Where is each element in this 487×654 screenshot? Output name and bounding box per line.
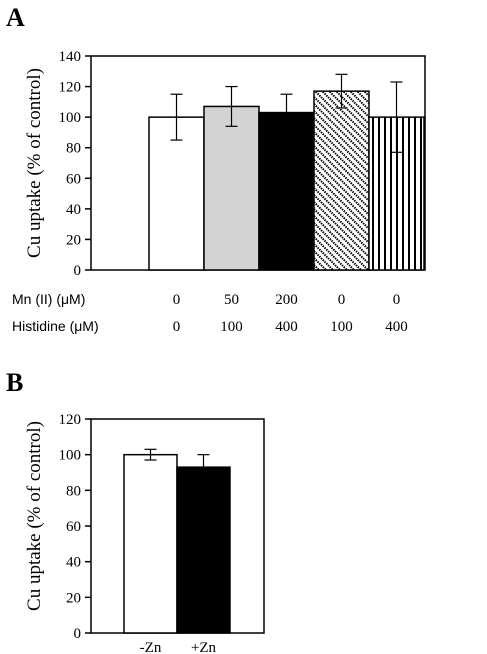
x-tick-label: +Zn bbox=[191, 640, 217, 654]
y-tick-label: 120 bbox=[59, 80, 82, 96]
table-cell: 400 bbox=[275, 319, 298, 335]
x-tick-label: -Zn bbox=[140, 640, 162, 654]
table-cell: 0 bbox=[393, 292, 401, 308]
y-ticks-a: 0 20 40 60 80 100 120 140 bbox=[59, 49, 91, 279]
table-values: 0 50 200 0 0 0 100 400 100 400 bbox=[173, 292, 408, 335]
y-tick-label: 140 bbox=[59, 49, 82, 65]
y-tick-label: 20 bbox=[66, 590, 81, 606]
y-tick-label: 100 bbox=[59, 110, 82, 126]
y-tick-label: 80 bbox=[66, 141, 81, 157]
bar bbox=[313, 90, 370, 271]
bar bbox=[176, 466, 231, 634]
y-tick-label: 0 bbox=[74, 626, 82, 642]
condition-table: Mn (II) (μM) Histidine (μM) 0 50 200 0 0 0 100… bbox=[12, 291, 408, 335]
table-cell: 0 bbox=[173, 292, 181, 308]
bar bbox=[258, 111, 315, 271]
y-tick-label: 20 bbox=[66, 232, 81, 248]
y-tick-label: 120 bbox=[59, 412, 82, 428]
bar bbox=[203, 105, 260, 271]
table-cell: 100 bbox=[330, 319, 353, 335]
y-tick-label: 40 bbox=[66, 555, 81, 571]
table-cell: 100 bbox=[220, 319, 243, 335]
table-cell: 400 bbox=[385, 319, 408, 335]
table-cell: 200 bbox=[275, 292, 298, 308]
bar bbox=[123, 453, 178, 634]
y-tick-label: 0 bbox=[74, 263, 82, 279]
panel-label-a: A bbox=[6, 3, 25, 32]
table-cell: 50 bbox=[224, 292, 239, 308]
table-row-label-mn: Mn (II) (μM) bbox=[12, 291, 85, 307]
y-tick-label: 60 bbox=[66, 519, 81, 535]
error-bars-b bbox=[144, 448, 210, 481]
bars-b bbox=[123, 453, 231, 634]
y-axis-label-b: Cu uptake (% of control) bbox=[24, 421, 45, 611]
bar bbox=[148, 116, 205, 271]
panel-a: A Cu uptake (% of control) 0 20 40 60 80 100 1… bbox=[6, 3, 426, 335]
table-cell: 0 bbox=[173, 319, 181, 335]
panel-b: B Cu uptake (% of control) 0 20 40 60 80 100 1… bbox=[6, 368, 265, 654]
y-ticks-b: 0 20 40 60 80 100 120 bbox=[59, 412, 91, 642]
x-tick-labels-b: -Zn +Zn bbox=[140, 640, 217, 654]
y-tick-label: 80 bbox=[66, 483, 81, 499]
error-bars-a bbox=[170, 73, 403, 153]
table-row-label-histidine: Histidine (μM) bbox=[12, 318, 99, 334]
panel-label-b: B bbox=[6, 368, 23, 397]
table-cell: 0 bbox=[338, 292, 346, 308]
bars-a bbox=[148, 90, 425, 271]
y-tick-label: 60 bbox=[66, 171, 81, 187]
y-axis-label-a: Cu uptake (% of control) bbox=[24, 68, 45, 258]
y-tick-label: 40 bbox=[66, 202, 81, 218]
y-tick-label: 100 bbox=[59, 448, 82, 464]
